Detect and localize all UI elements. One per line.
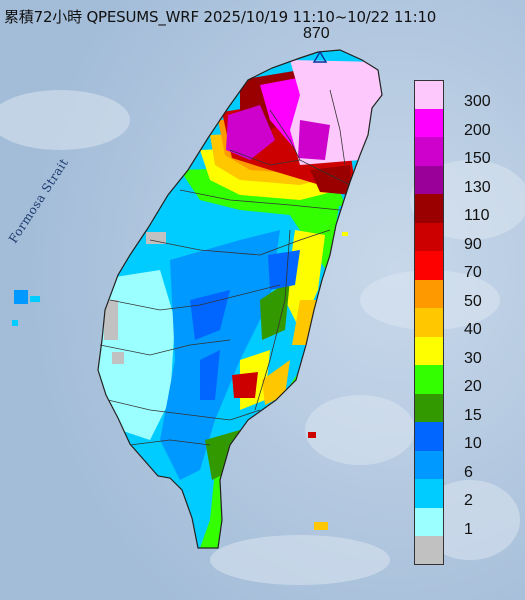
legend-item: 1 — [412, 507, 522, 538]
max-rainfall-value: 870 — [303, 25, 330, 42]
legend-item: 10 — [412, 422, 522, 452]
legend-swatch — [414, 251, 444, 280]
legend-label: 200 — [464, 121, 491, 139]
legend-swatch — [414, 165, 444, 194]
legend-label: 1 — [464, 520, 473, 538]
legend-item: 40 — [412, 308, 522, 338]
legend-item: 15 — [412, 393, 522, 424]
legend-label: 2 — [464, 492, 473, 509]
legend-swatch — [414, 336, 444, 365]
legend-swatch — [414, 507, 444, 536]
legend-swatch — [414, 393, 444, 422]
outlying-islands — [12, 232, 348, 530]
map-title: 累積72小時 QPESUMS_WRF 2025/10/19 11:10~10/2… — [4, 8, 437, 26]
legend-item: 90 — [412, 222, 522, 253]
legend-item: 130 — [412, 165, 522, 196]
legend-swatch — [414, 450, 444, 479]
legend-swatch — [414, 279, 444, 308]
legend-label: 10 — [464, 435, 482, 452]
legend-label: 40 — [464, 321, 482, 338]
legend-label: 90 — [464, 235, 482, 253]
max-location-marker — [312, 50, 328, 63]
legend-item: 2 — [412, 479, 522, 509]
legend-swatch — [414, 422, 444, 451]
legend-swatch — [414, 108, 444, 137]
legend-item — [412, 536, 522, 565]
legend-label: 130 — [464, 178, 491, 196]
legend-item: 200 — [412, 108, 522, 139]
county-boundaries — [99, 89, 351, 446]
legend-item: 70 — [412, 251, 522, 281]
legend-swatch — [414, 365, 444, 394]
legend-item: 30 — [412, 336, 522, 367]
legend-label: 50 — [464, 292, 482, 310]
legend-item: 150 — [412, 137, 522, 167]
legend-label: 110 — [464, 207, 490, 224]
legend-swatch — [414, 194, 444, 223]
legend-swatch — [414, 479, 444, 508]
legend-swatch — [414, 222, 444, 251]
legend-label: 300 — [464, 93, 491, 110]
legend-label: 70 — [464, 264, 482, 281]
legend-item: 300 — [412, 80, 522, 110]
legend-item: 110 — [412, 194, 522, 224]
legend-label: 15 — [464, 406, 482, 424]
legend-label: 150 — [464, 150, 491, 167]
legend-swatch — [414, 137, 444, 166]
legend-item: 50 — [412, 279, 522, 310]
legend-swatch — [414, 308, 444, 337]
coastline — [97, 49, 383, 549]
legend-item: 6 — [412, 450, 522, 481]
legend-label: 20 — [464, 378, 482, 395]
color-legend: 300 200 150 130 110 90 70 50 40 30 20 15 10 6 2 1 — [412, 80, 522, 565]
legend-label: 30 — [464, 349, 482, 367]
legend-swatch — [414, 80, 444, 109]
legend-item: 20 — [412, 365, 522, 395]
legend-swatch — [414, 536, 444, 565]
legend-label: 6 — [464, 463, 473, 481]
cloud-texture — [0, 90, 525, 585]
